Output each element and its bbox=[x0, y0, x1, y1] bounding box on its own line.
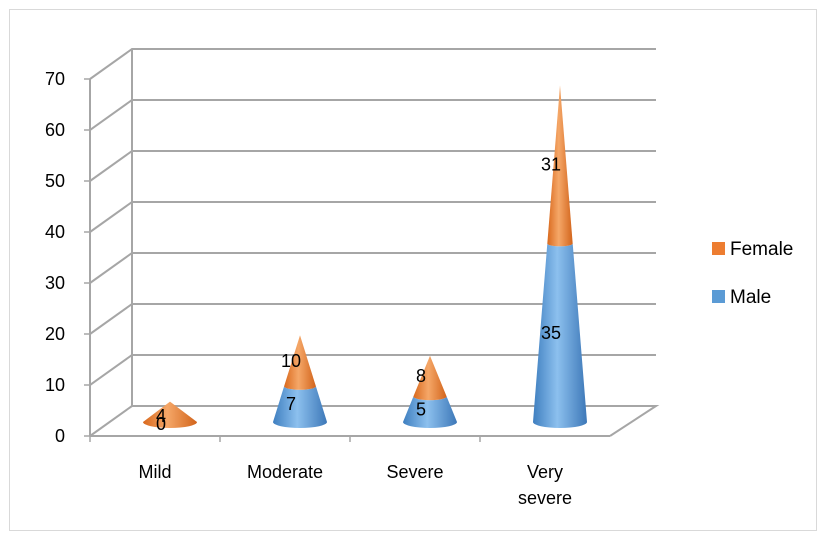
legend-swatch-female bbox=[712, 242, 725, 255]
data-label-female: 31 bbox=[541, 154, 561, 174]
gridline bbox=[89, 48, 656, 80]
cone-segment-male bbox=[533, 243, 587, 428]
data-label-male: 7 bbox=[286, 394, 296, 414]
legend: Female Male bbox=[712, 239, 793, 308]
data-label-female: 8 bbox=[416, 366, 426, 386]
y-tick-label: 60 bbox=[45, 120, 65, 140]
x-category-label: Mild bbox=[138, 462, 171, 482]
data-label-male: 0 bbox=[156, 414, 166, 434]
labels: 04 Mild 7 10 Moderate 5 8 Severe 35 31 Very severe bbox=[138, 154, 572, 508]
plot-area bbox=[143, 85, 587, 428]
data-label-female: 4 bbox=[156, 406, 166, 426]
cone-segment-male bbox=[403, 396, 457, 428]
data-label-female: 10 bbox=[281, 351, 301, 371]
cone-segment-female bbox=[284, 335, 316, 390]
legend-swatch-male bbox=[712, 290, 725, 303]
y-tick-label: 30 bbox=[45, 273, 65, 293]
y-tick-label: 50 bbox=[45, 171, 65, 191]
data-label-male: 5 bbox=[416, 399, 426, 419]
chart-frame bbox=[9, 9, 817, 531]
floor-side bbox=[89, 405, 133, 437]
y-tick-label: 0 bbox=[55, 426, 65, 446]
legend-label-female: Female bbox=[730, 239, 793, 260]
cone-segment-male bbox=[273, 386, 327, 428]
cone-segment-female bbox=[413, 355, 447, 401]
x-category-label: Very severe bbox=[518, 462, 572, 508]
legend-label-male: Male bbox=[730, 287, 771, 308]
y-tick-label: 40 bbox=[45, 222, 65, 242]
cone-segment-female bbox=[547, 85, 573, 247]
y-tick-label: 20 bbox=[45, 324, 65, 344]
gridline bbox=[89, 99, 656, 131]
cone-segment-female bbox=[143, 401, 197, 428]
gridline bbox=[89, 150, 656, 182]
x-category-label: Severe bbox=[386, 462, 443, 482]
data-label-male: 35 bbox=[541, 323, 561, 343]
y-tick-label: 10 bbox=[45, 375, 65, 395]
y-tick-label: 70 bbox=[45, 69, 65, 89]
x-category-label: Moderate bbox=[247, 462, 323, 482]
